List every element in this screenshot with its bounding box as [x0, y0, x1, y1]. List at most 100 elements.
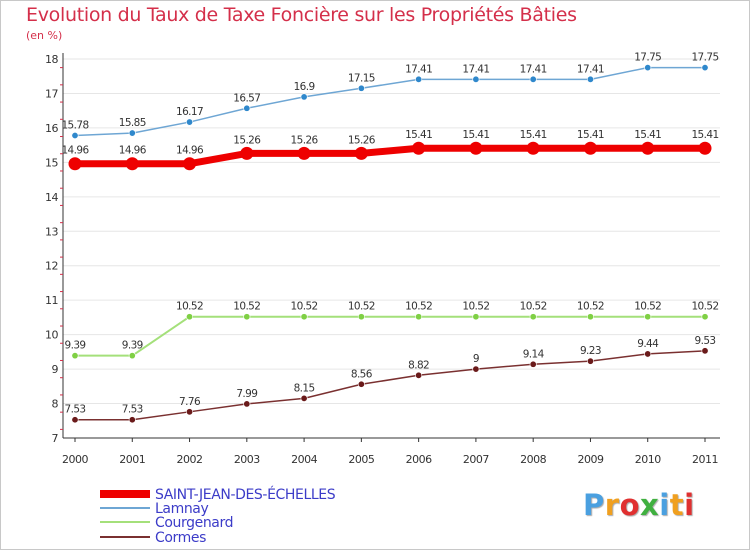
logo-letter: r — [604, 488, 620, 522]
y-tick-label-12: 12 — [45, 260, 58, 273]
data-point-0-2004 — [297, 146, 311, 160]
x-tick-label-2007: 2007 — [463, 453, 489, 466]
x-tick-label-2004: 2004 — [291, 453, 317, 466]
data-point-3-2005 — [357, 380, 365, 388]
data-label-1-2008: 17.41 — [520, 63, 547, 75]
data-point-3-2000 — [71, 416, 79, 424]
legend-label-3: Cormes — [155, 530, 206, 546]
y-tick-label-14: 14 — [45, 191, 58, 204]
x-tick-label-2002: 2002 — [177, 453, 203, 466]
x-tick-label-2009: 2009 — [577, 453, 603, 466]
x-tick-label-2006: 2006 — [406, 453, 432, 466]
data-point-2-2009 — [586, 313, 594, 321]
logo-letter: P — [583, 488, 605, 522]
data-point-1-2006 — [415, 75, 423, 83]
y-tick-label-16: 16 — [45, 122, 58, 135]
plot-area — [63, 59, 720, 438]
x-tick-label-2010: 2010 — [635, 453, 661, 466]
data-label-2-2003: 10.52 — [233, 301, 260, 313]
data-point-2-2006 — [415, 313, 423, 321]
data-point-2-2008 — [529, 313, 537, 321]
y-tick-label-7: 7 — [52, 432, 59, 445]
data-point-0-2001 — [125, 157, 139, 171]
data-point-2-2007 — [472, 313, 480, 321]
data-label-0-2009: 15.41 — [577, 129, 604, 141]
legend-label-0: SAINT-JEAN-DES-ÉCHELLES — [155, 486, 336, 503]
data-label-0-2010: 15.41 — [634, 129, 661, 141]
data-label-1-2004: 16.9 — [294, 81, 315, 93]
logo-letter: t — [669, 488, 685, 522]
data-label-2-2011: 10.52 — [691, 301, 718, 313]
data-point-3-2009 — [586, 357, 594, 365]
y-axis-unit: (en %) — [26, 29, 63, 42]
data-label-1-2010: 17.75 — [634, 52, 661, 64]
proxiti-logo: Proxiti — [583, 488, 695, 522]
data-label-0-2005: 15.26 — [348, 134, 376, 146]
data-point-0-2008 — [526, 141, 540, 155]
data-point-1-2008 — [529, 75, 537, 83]
x-tick-label-2001: 2001 — [119, 453, 145, 466]
series-line-3 — [75, 350, 706, 421]
data-label-1-2009: 17.41 — [577, 63, 604, 75]
y-tick-label-8: 8 — [52, 398, 59, 411]
y-tick-label-9: 9 — [52, 363, 59, 376]
data-point-1-2001 — [128, 129, 136, 137]
data-point-0-2003 — [240, 146, 254, 160]
data-point-3-2003 — [243, 400, 251, 408]
data-label-3-2007: 9 — [473, 353, 479, 365]
x-tick-label-2003: 2003 — [234, 453, 260, 466]
y-tick-label-17: 17 — [45, 87, 58, 100]
data-point-1-2003 — [243, 104, 251, 112]
data-label-3-2003: 7.99 — [236, 388, 257, 400]
data-label-2-2005: 10.52 — [348, 301, 375, 313]
data-point-0-2011 — [698, 141, 712, 155]
logo-letter: i — [659, 488, 670, 522]
data-point-2-2004 — [300, 313, 308, 321]
legend-label-1: Lamnay — [155, 501, 208, 517]
data-point-0-2000 — [68, 157, 82, 171]
data-label-2-2006: 10.52 — [405, 301, 432, 313]
data-label-0-2002: 14.96 — [176, 145, 204, 157]
data-label-0-2004: 15.26 — [291, 134, 319, 146]
data-point-0-2007 — [469, 141, 483, 155]
legend-label-2: Courgenard — [155, 515, 233, 531]
chart-title: Evolution du Taux de Taxe Foncière sur l… — [26, 4, 577, 26]
data-label-1-2011: 17.75 — [691, 52, 718, 64]
data-label-3-2011: 9.53 — [695, 335, 716, 347]
data-label-3-2008: 9.14 — [523, 348, 545, 360]
data-point-1-2005 — [357, 84, 365, 92]
data-label-0-2011: 15.41 — [691, 129, 718, 141]
data-point-3-2011 — [701, 347, 709, 355]
data-label-2-2009: 10.52 — [577, 301, 604, 313]
data-label-0-2008: 15.41 — [520, 129, 547, 141]
series-line-0 — [75, 144, 705, 168]
data-point-2-2000 — [71, 352, 79, 360]
data-point-1-2009 — [586, 75, 594, 83]
data-point-0-2002 — [183, 157, 197, 171]
data-point-2-2003 — [243, 313, 251, 321]
data-point-3-2007 — [472, 365, 480, 373]
y-tick-label-15: 15 — [45, 156, 58, 169]
data-label-1-2003: 16.57 — [233, 92, 260, 104]
data-label-3-2004: 8.15 — [294, 382, 315, 394]
data-point-3-2006 — [415, 371, 423, 379]
data-point-2-2002 — [186, 313, 194, 321]
x-tick-label-2000: 2000 — [62, 453, 88, 466]
data-point-1-2002 — [186, 118, 194, 126]
data-label-3-2006: 8.82 — [408, 359, 429, 371]
data-label-1-2001: 15.85 — [119, 117, 146, 129]
logo-letter: i — [684, 488, 695, 522]
data-point-0-2006 — [412, 141, 426, 155]
data-point-0-2010 — [641, 141, 655, 155]
x-tick-label-2008: 2008 — [520, 453, 546, 466]
data-label-0-2007: 15.41 — [462, 129, 489, 141]
data-label-2-2004: 10.52 — [291, 301, 318, 313]
series-line-1 — [74, 66, 705, 137]
data-label-1-2000: 15.78 — [61, 119, 88, 131]
data-label-2-2010: 10.52 — [634, 301, 661, 313]
data-label-1-2007: 17.41 — [462, 63, 489, 75]
logo-letter: o — [619, 488, 641, 522]
data-label-3-2005: 8.56 — [351, 368, 373, 380]
data-point-3-2002 — [186, 408, 194, 416]
